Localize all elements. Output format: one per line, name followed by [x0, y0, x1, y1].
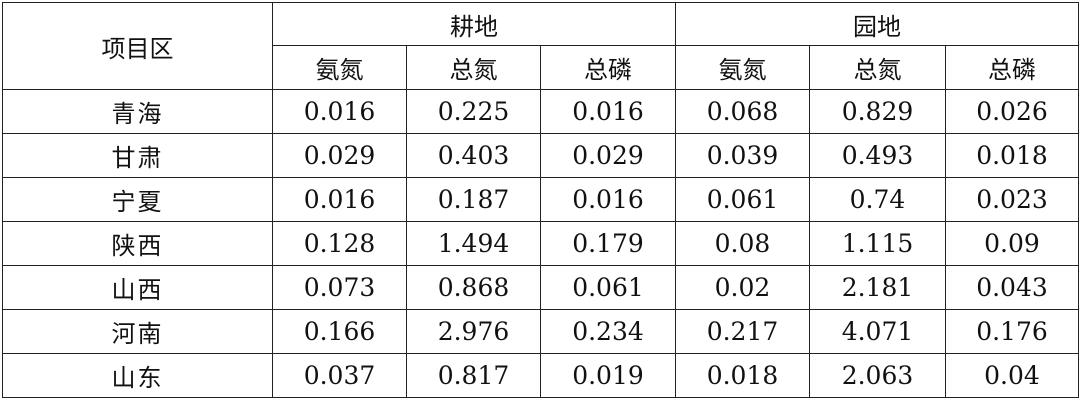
group-header-orchard: 园地: [675, 2, 1079, 46]
value-cell: 0.073: [272, 265, 407, 310]
subheader: 氨氮: [675, 45, 810, 90]
value-cell: 0.868: [406, 265, 541, 310]
subheader: 总磷: [540, 45, 676, 90]
value-cell: 0.817: [406, 353, 541, 398]
region-cell: 山西: [2, 265, 273, 310]
value-cell: 0.026: [945, 89, 1079, 134]
value-cell: 0.016: [540, 177, 676, 222]
value-cell: 0.179: [540, 221, 676, 266]
value-cell: 0.225: [406, 89, 541, 134]
table-row: 山西 0.073 0.868 0.061 0.02 2.181 0.043: [2, 265, 1079, 310]
value-cell: 0.166: [272, 309, 407, 354]
value-cell: 0.403: [406, 133, 541, 178]
table-row: 陕西 0.128 1.494 0.179 0.08 1.115 0.09: [2, 221, 1079, 266]
value-cell: 4.071: [809, 309, 946, 354]
table-row: 宁夏 0.016 0.187 0.016 0.061 0.74 0.023: [2, 177, 1079, 222]
value-cell: 0.019: [540, 353, 676, 398]
value-cell: 0.018: [945, 133, 1079, 178]
table-row: 青海 0.016 0.225 0.016 0.068 0.829 0.026: [2, 89, 1079, 134]
value-cell: 1.494: [406, 221, 541, 266]
value-cell: 0.018: [675, 353, 810, 398]
region-cell: 河南: [2, 309, 273, 354]
region-cell: 青海: [2, 89, 273, 134]
value-cell: 0.02: [675, 265, 810, 310]
value-cell: 0.061: [540, 265, 676, 310]
region-cell: 陕西: [2, 221, 273, 266]
value-cell: 0.016: [540, 89, 676, 134]
value-cell: 0.043: [945, 265, 1079, 310]
value-cell: 0.829: [809, 89, 946, 134]
value-cell: 0.068: [675, 89, 810, 134]
value-cell: 0.217: [675, 309, 810, 354]
table-row: 甘肃 0.029 0.403 0.029 0.039 0.493 0.018: [2, 133, 1079, 178]
value-cell: 0.08: [675, 221, 810, 266]
subheader: 总氮: [809, 45, 946, 90]
region-cell: 甘肃: [2, 133, 273, 178]
region-cell: 山东: [2, 353, 273, 398]
value-cell: 0.016: [272, 89, 407, 134]
value-cell: 0.016: [272, 177, 407, 222]
subheader: 氨氮: [272, 45, 407, 90]
subheader: 总氮: [406, 45, 541, 90]
value-cell: 0.176: [945, 309, 1079, 354]
value-cell: 0.029: [540, 133, 676, 178]
group-header-farmland: 耕地: [272, 2, 676, 46]
value-cell: 0.234: [540, 309, 676, 354]
value-cell: 2.976: [406, 309, 541, 354]
value-cell: 0.037: [272, 353, 407, 398]
value-cell: 0.023: [945, 177, 1079, 222]
value-cell: 0.493: [809, 133, 946, 178]
value-cell: 2.181: [809, 265, 946, 310]
value-cell: 2.063: [809, 353, 946, 398]
table-row: 河南 0.166 2.976 0.234 0.217 4.071 0.176: [2, 309, 1079, 354]
value-cell: 0.187: [406, 177, 541, 222]
header-row-groups: 项目区 耕地 园地: [2, 2, 1079, 90]
value-cell: 0.04: [945, 353, 1079, 398]
value-cell: 0.74: [809, 177, 946, 222]
value-cell: 0.039: [675, 133, 810, 178]
region-cell: 宁夏: [2, 177, 273, 222]
value-cell: 0.061: [675, 177, 810, 222]
value-cell: 0.09: [945, 221, 1079, 266]
subheader: 总磷: [945, 45, 1079, 90]
corner-header: 项目区: [2, 2, 273, 90]
value-cell: 0.128: [272, 221, 407, 266]
value-cell: 0.029: [272, 133, 407, 178]
table-row: 山东 0.037 0.817 0.019 0.018 2.063 0.04: [2, 353, 1079, 398]
value-cell: 1.115: [809, 221, 946, 266]
